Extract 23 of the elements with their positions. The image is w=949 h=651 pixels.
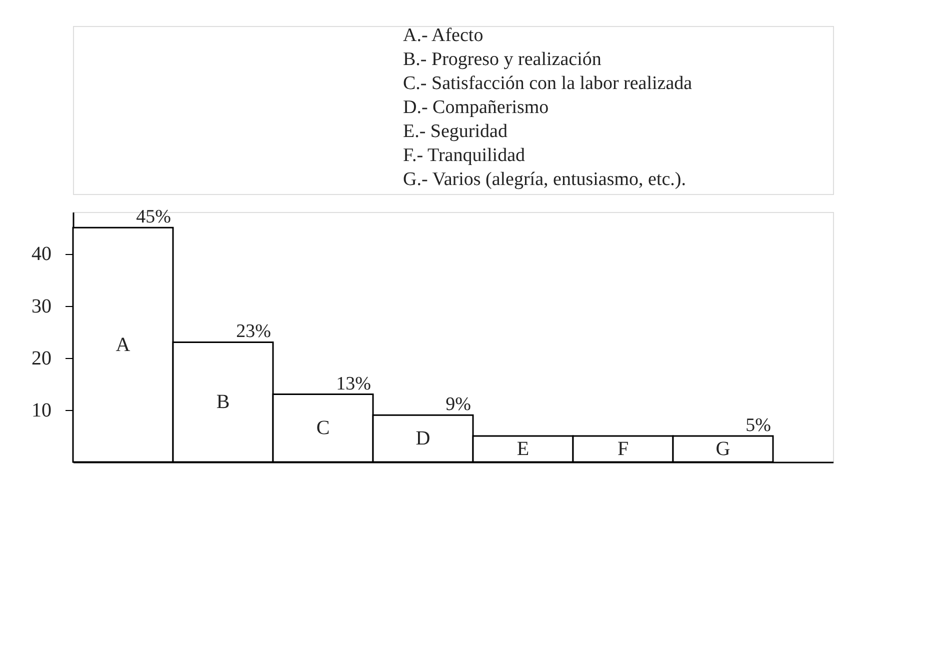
x-tick-label: D <box>416 428 430 450</box>
data-label: 23% <box>236 321 272 342</box>
data-label: 9% <box>446 394 472 416</box>
text: C.- Satisfacción con la labor realizada <box>403 73 693 94</box>
text: E.- Seguridad <box>403 121 508 142</box>
x-tick-label: G <box>716 438 730 460</box>
text: B.- Progreso y realización <box>403 49 602 70</box>
y-tick-label: 10 <box>32 399 52 422</box>
x-tick-label: B <box>216 391 230 414</box>
x-tick-label: A <box>116 334 131 356</box>
text: G.- Varios (alegría, entusiasmo, etc.). <box>403 169 686 190</box>
text: A.- Afecto <box>403 25 484 46</box>
x-tick-label: E <box>516 438 530 460</box>
text: D.- Compañerismo <box>403 97 549 118</box>
data-label: 45% <box>136 206 172 228</box>
x-tick-label: F <box>617 438 629 460</box>
y-tick-label: 30 <box>32 295 52 318</box>
y-tick-label: 40 <box>32 243 52 266</box>
x-tick-label: C <box>316 417 330 440</box>
y-tick-label: 20 <box>32 347 52 370</box>
text: F.- Tranquilidad <box>403 145 526 166</box>
data-label: 13% <box>336 373 372 394</box>
data-label: 5% <box>746 414 772 436</box>
